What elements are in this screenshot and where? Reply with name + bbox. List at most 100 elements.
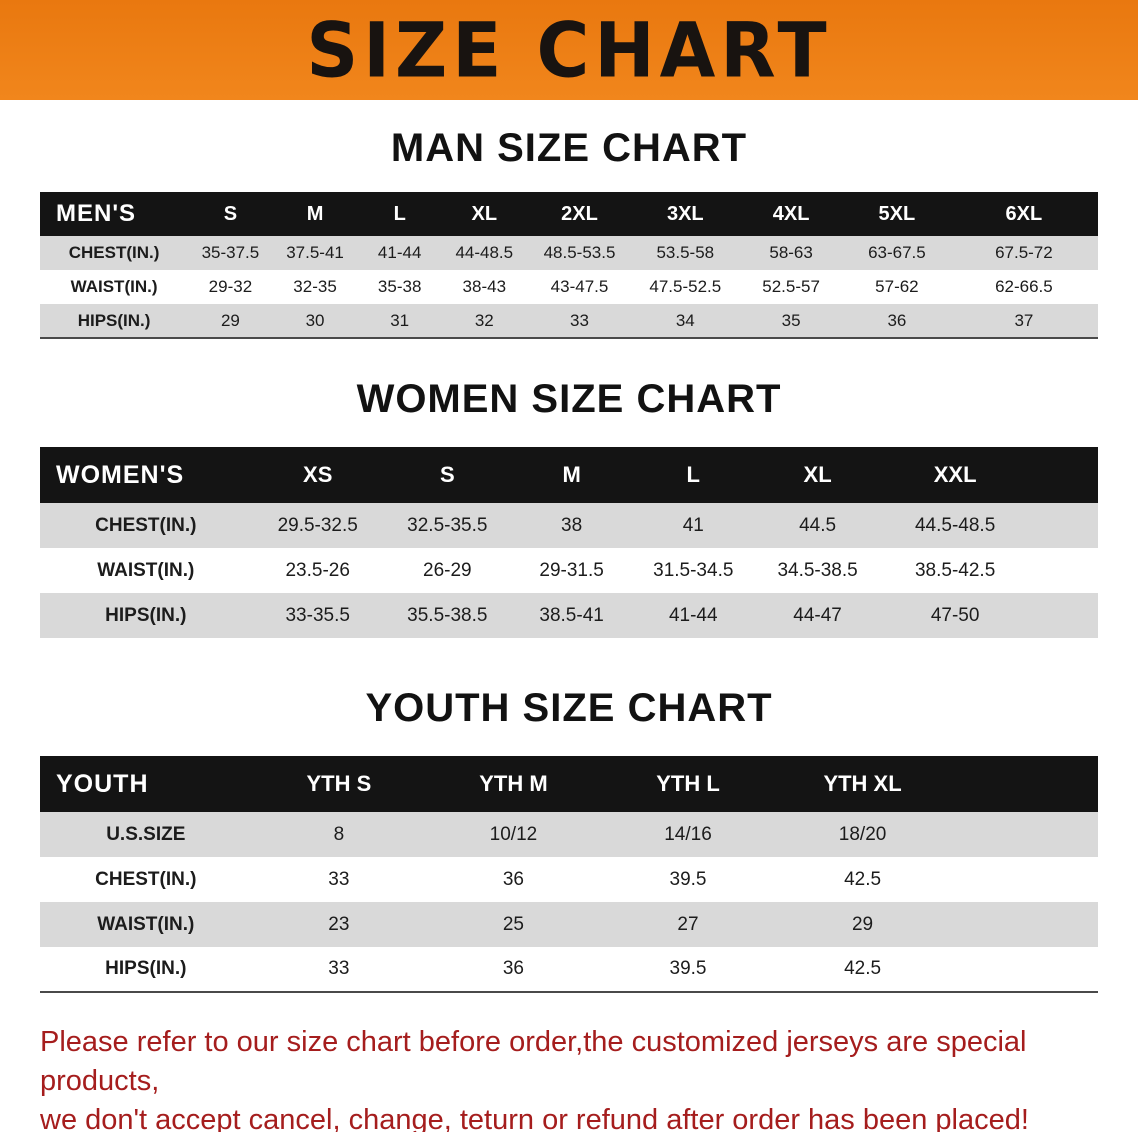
women-size-table: WOMEN'S XS S M L XL XXL CHEST(IN.) 29.5-… — [40, 447, 1098, 638]
size-value-cell: 31 — [390, 310, 410, 330]
size-value-cell: 67.5-72 — [995, 243, 1053, 262]
size-value-cell: 57-62 — [875, 277, 919, 296]
row-label: CHEST(IN.) — [95, 514, 197, 536]
table-row: CHEST(IN.) 29.5-32.5 32.5-35.5 38 41 44.… — [40, 503, 1098, 548]
size-value-cell: 33 — [328, 958, 350, 979]
size-value-cell: 48.5-53.5 — [543, 243, 616, 262]
size-header-cell: YTH S — [251, 756, 427, 812]
size-header-cell: YTH M — [426, 756, 601, 812]
size-value-cell: 38.5-41 — [539, 604, 604, 626]
size-value-cell: 35 — [781, 310, 801, 330]
filler-cell — [950, 857, 1098, 902]
size-value-cell: 25 — [502, 913, 524, 935]
filler-cell — [950, 812, 1098, 857]
size-header-cell: S — [188, 192, 273, 236]
women-table-label: WOMEN'S — [40, 447, 252, 503]
row-label: WAIST(IN.) — [97, 559, 195, 581]
size-value-cell: 27 — [677, 913, 699, 935]
row-label: HIPS(IN.) — [105, 958, 187, 979]
order-notice-line2: we don't accept cancel, change, teturn o… — [40, 1104, 1029, 1132]
filler-cell — [950, 902, 1098, 947]
men-header-row: MEN'S S M L XL 2XL 3XL 4XL 5XL 6XL — [40, 192, 1098, 236]
size-value-cell: 29 — [851, 913, 874, 935]
youth-section-heading: YOUTH SIZE CHART — [365, 686, 773, 730]
size-value-cell: 38 — [561, 514, 583, 536]
size-value-cell: 29.5-32.5 — [277, 514, 358, 536]
size-value-cell: 41-44 — [377, 243, 422, 262]
size-value-cell: 38.5-42.5 — [914, 559, 996, 581]
youth-table-label: YOUTH — [40, 756, 252, 812]
filler-cell — [1029, 593, 1098, 638]
banner: SIZE CHART — [0, 0, 1138, 100]
size-value-cell: 35.5-38.5 — [407, 604, 488, 626]
size-value-cell: 39.5 — [669, 868, 707, 890]
size-value-cell: 38-43 — [462, 277, 507, 296]
size-value-cell: 47-50 — [930, 604, 980, 626]
size-value-cell: 41-44 — [668, 604, 718, 626]
size-header-cell: 2XL — [526, 192, 633, 236]
size-value-cell: 33-35.5 — [285, 604, 350, 626]
table-row: U.S.SIZE 8 10/12 14/16 18/20 — [40, 812, 1098, 857]
size-value-cell: 18/20 — [838, 823, 887, 845]
table-row: WAIST(IN.) 23 25 27 29 — [40, 902, 1098, 947]
size-value-cell: 62-66.5 — [995, 277, 1053, 296]
size-header-cell: S — [383, 447, 511, 503]
filler-cell — [950, 947, 1098, 992]
size-header-cell: L — [632, 447, 755, 503]
size-value-cell: 41 — [682, 514, 704, 536]
size-value-cell: 44-48.5 — [455, 243, 514, 262]
women-header-row: WOMEN'S XS S M L XL XXL — [40, 447, 1098, 503]
size-value-cell: 34 — [675, 310, 695, 330]
filler-cell — [1029, 503, 1098, 548]
size-value-cell: 44-47 — [793, 604, 842, 626]
size-header-cell: M — [272, 192, 358, 236]
size-value-cell: 23 — [328, 913, 350, 935]
men-size-table: MEN'S S M L XL 2XL 3XL 4XL 5XL 6XL CHEST… — [40, 192, 1098, 339]
filler-cell — [1029, 447, 1098, 503]
order-notice-line1: Please refer to our size chart before or… — [40, 1026, 1027, 1098]
size-value-cell: 39.5 — [669, 958, 707, 979]
size-header-cell: 6XL — [949, 192, 1098, 236]
size-header-cell: XL — [441, 192, 527, 236]
filler-cell — [949, 756, 1098, 812]
size-value-cell: 26-29 — [423, 559, 472, 581]
row-label: WAIST(IN.) — [97, 913, 195, 935]
size-value-cell: 44.5-48.5 — [914, 514, 996, 536]
size-value-cell: 47.5-52.5 — [649, 277, 722, 296]
table-row: HIPS(IN.) 29 30 31 32 33 34 35 36 37 — [40, 304, 1098, 338]
size-value-cell: 35-38 — [377, 277, 422, 296]
size-value-cell: 53.5-58 — [656, 243, 715, 262]
youth-size-table: YOUTH YTH S YTH M YTH L YTH XL U.S.SIZE … — [40, 756, 1098, 993]
youth-header-row: YOUTH YTH S YTH M YTH L YTH XL — [40, 756, 1098, 812]
women-section-heading: WOMEN SIZE CHART — [356, 377, 782, 421]
size-value-cell: 32 — [474, 310, 494, 330]
row-label: HIPS(IN.) — [105, 604, 187, 626]
order-notice: Please refer to our size chart before or… — [40, 1023, 1138, 1132]
size-header-cell: M — [510, 447, 633, 503]
size-value-cell: 35-37.5 — [201, 243, 260, 262]
size-value-cell: 44.5 — [799, 514, 837, 536]
size-value-cell: 42.5 — [844, 958, 882, 979]
size-value-cell: 34.5-38.5 — [777, 559, 858, 581]
table-row: CHEST(IN.) 35-37.5 37.5-41 41-44 44-48.5… — [40, 236, 1098, 270]
table-row: HIPS(IN.) 33 36 39.5 42.5 — [40, 947, 1098, 992]
size-value-cell: 52.5-57 — [762, 277, 820, 296]
size-value-cell: 14/16 — [664, 823, 712, 845]
size-value-cell: 36 — [887, 310, 907, 330]
size-value-cell: 29-31.5 — [539, 559, 604, 581]
table-row: WAIST(IN.) 29-32 32-35 35-38 38-43 43-47… — [40, 270, 1098, 304]
size-value-cell: 32.5-35.5 — [407, 514, 488, 536]
size-value-cell: 10/12 — [489, 823, 538, 845]
size-header-cell: YTH L — [600, 756, 776, 812]
size-header-cell: YTH XL — [775, 756, 950, 812]
size-value-cell: 42.5 — [844, 868, 882, 890]
size-value-cell: 36 — [502, 868, 524, 890]
filler-cell — [1029, 548, 1098, 593]
size-value-cell: 37 — [1014, 310, 1034, 330]
table-row: HIPS(IN.) 33-35.5 35.5-38.5 38.5-41 41-4… — [40, 593, 1098, 638]
men-section-heading: MAN SIZE CHART — [390, 126, 748, 170]
size-header-cell: L — [357, 192, 442, 236]
size-value-cell: 29-32 — [208, 277, 253, 296]
size-header-cell: XXL — [881, 447, 1030, 503]
